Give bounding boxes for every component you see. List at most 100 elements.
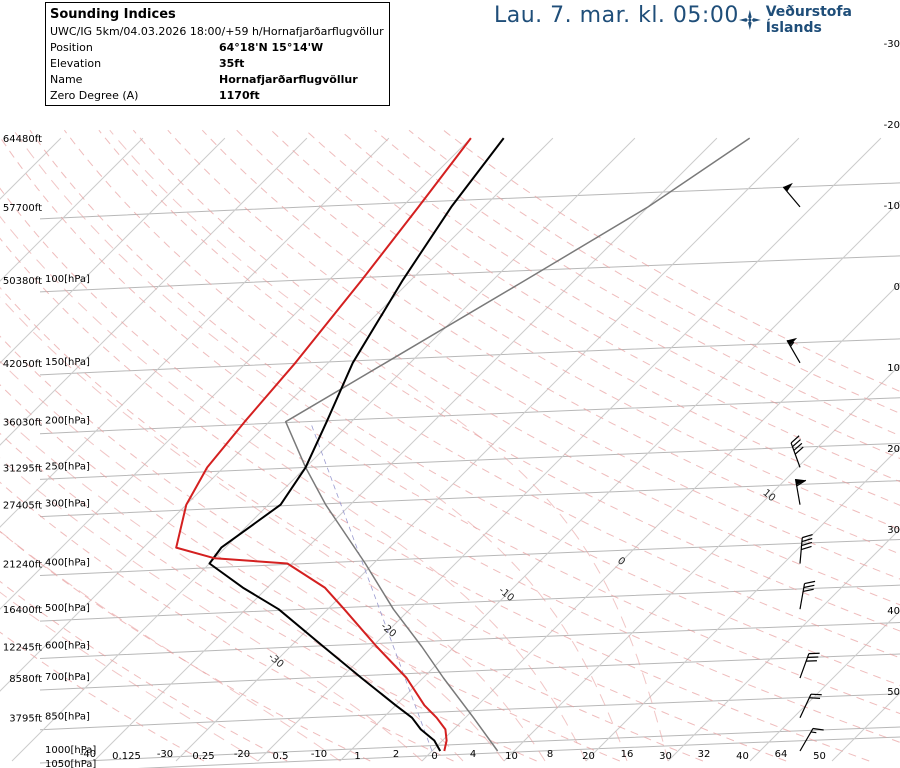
- panel-value: 35ft: [219, 57, 245, 70]
- pressure-tick-label: 200[hPa]: [45, 416, 90, 427]
- right-tick-label: -30: [884, 39, 900, 50]
- pressure-tick-label: 300[hPa]: [45, 499, 90, 510]
- altitude-tick-label: 16400ft: [3, 605, 42, 616]
- right-tick-label: -10: [884, 201, 900, 212]
- dry-adiabat-line: [374, 129, 900, 437]
- altitude-tick-label: 57700ft: [3, 203, 42, 214]
- dry-adiabat-line: [0, 580, 288, 762]
- moist-adiabat-line: [109, 129, 669, 762]
- wind-barb: [799, 580, 816, 610]
- altitude-tick-label: 8580ft: [9, 674, 42, 685]
- parcel-path-line: [284, 137, 751, 752]
- dry-adiabat-line: [0, 631, 205, 762]
- moist-adiabat-line: [0, 360, 505, 762]
- isotherm-line: [0, 137, 62, 200]
- panel-value: 1170ft: [219, 89, 260, 102]
- dry-adiabat-line: [0, 481, 454, 762]
- altitude-tick-label: 42050ft: [3, 359, 42, 370]
- forecast-time-title: Lau. 7. mar. kl. 05:00: [494, 3, 739, 28]
- isobar-line: [39, 653, 900, 691]
- temperature-line: [175, 137, 472, 752]
- panel-key: Position: [50, 41, 93, 54]
- axis-labels: 1000[hPa] 1050[hPa] 3795ft 850[hPa] 8580ft 70…: [3, 39, 900, 768]
- isotherm-line: [585, 446, 900, 762]
- bottom-tick-label: 64: [775, 749, 788, 760]
- isotherm-label: 0: [615, 555, 627, 568]
- altitude-tick-label: 27405ft: [3, 501, 42, 512]
- isobar-line: [39, 693, 900, 731]
- pressure-tick-label: 600[hPa]: [45, 640, 90, 651]
- dry-adiabat-line: [443, 129, 900, 392]
- altitude-tick-label: 21240ft: [3, 560, 42, 571]
- right-tick-label: 40: [887, 606, 900, 617]
- altitude-tick-label: 50380ft: [3, 276, 42, 287]
- bottom-tick-label: -10: [311, 749, 327, 760]
- dry-adiabat-line: [0, 135, 900, 715]
- mixing-ratio-line: [309, 421, 433, 752]
- logo-icon: [738, 9, 761, 31]
- dry-adiabat-line: [339, 129, 900, 459]
- bottom-tick-label: -30: [157, 749, 173, 760]
- pressure-tick-label: 700[hPa]: [45, 672, 90, 683]
- bottom-tick-label: 8: [547, 749, 553, 760]
- pressure-tick-label: 100[hPa]: [45, 274, 90, 285]
- pressure-tick-label: 400[hPa]: [45, 558, 90, 569]
- dry-adiabat-line: [167, 129, 900, 580]
- moist-adiabat-line: [13, 129, 628, 762]
- sounding-indices-panel: Sounding Indices UWC/IG 5km/04.03.2026 1…: [45, 2, 390, 106]
- isobar-line: [39, 442, 900, 480]
- isotherm-line: [667, 528, 900, 762]
- bottom-tick-label: 0.25: [192, 751, 214, 762]
- wind-barb: [786, 337, 801, 364]
- panel-key: Elevation: [50, 57, 102, 70]
- isotherm-line: [0, 137, 390, 528]
- bottom-tick-label: 16: [621, 749, 634, 760]
- dry-adiabat-line: [0, 187, 900, 743]
- bottom-tick-label: 2: [393, 749, 399, 760]
- panel-row-name: Name Hornafjarðarflugvöllur: [50, 72, 385, 88]
- pressure-tick-label: 1000[hPa]: [45, 745, 96, 756]
- dry-adiabat-line: [0, 432, 537, 762]
- wind-barb: [782, 182, 801, 208]
- isobar-line: [39, 397, 900, 435]
- pressure-tick-label: 150[hPa]: [45, 357, 90, 368]
- pressure-tick-label: 500[hPa]: [45, 603, 90, 614]
- isotherm-line: [175, 137, 800, 762]
- altitude-tick-label: 64480ft: [3, 134, 42, 145]
- right-tick-label: 50: [887, 687, 900, 698]
- right-tick-label: -20: [884, 120, 900, 131]
- bottom-tick-label: 10: [505, 751, 518, 762]
- dry-adiabat-line: [201, 129, 900, 555]
- bottom-tick-label: 0.125: [112, 751, 141, 762]
- dry-adiabat-line: [0, 335, 704, 762]
- isotherm-line: [749, 610, 900, 762]
- isotherm-line: [0, 137, 144, 282]
- isotherm-line: [257, 137, 882, 762]
- right-tick-label: 0: [894, 282, 900, 293]
- bottom-tick-label: 1: [354, 751, 360, 762]
- wind-barb: [799, 693, 822, 719]
- panel-value: 64°18'N 15°14'W: [219, 41, 324, 54]
- isotherm-line: [0, 137, 554, 692]
- isobar-line: [137, 736, 900, 768]
- isotherm-line: [0, 137, 308, 446]
- vedurstofa-logo: Veðurstofa Íslands: [738, 4, 900, 36]
- panel-value: Hornafjarðarflugvöllur: [219, 73, 358, 86]
- dry-adiabat-line: [0, 237, 870, 762]
- wind-barb: [799, 533, 813, 564]
- series-lines: [175, 137, 751, 752]
- bottom-tick-label: -40: [80, 749, 96, 760]
- dry-adiabat-line: [29, 129, 900, 686]
- moist-adiabat-line: [0, 457, 423, 762]
- moist-adiabat-line: [0, 530, 341, 762]
- moist-adiabat-line: [0, 591, 259, 762]
- wind-barb: [799, 727, 824, 752]
- isotherm-line: [339, 200, 900, 762]
- moist-adiabat-line: [0, 215, 587, 762]
- isobar-line: [39, 621, 900, 659]
- wind-barb: [790, 435, 804, 468]
- panel-row-position: Position 64°18'N 15°14'W: [50, 40, 385, 56]
- bottom-tick-label: 50: [813, 751, 826, 762]
- dry-adiabat-line: [236, 129, 900, 531]
- bottom-tick-label: 4: [470, 749, 476, 760]
